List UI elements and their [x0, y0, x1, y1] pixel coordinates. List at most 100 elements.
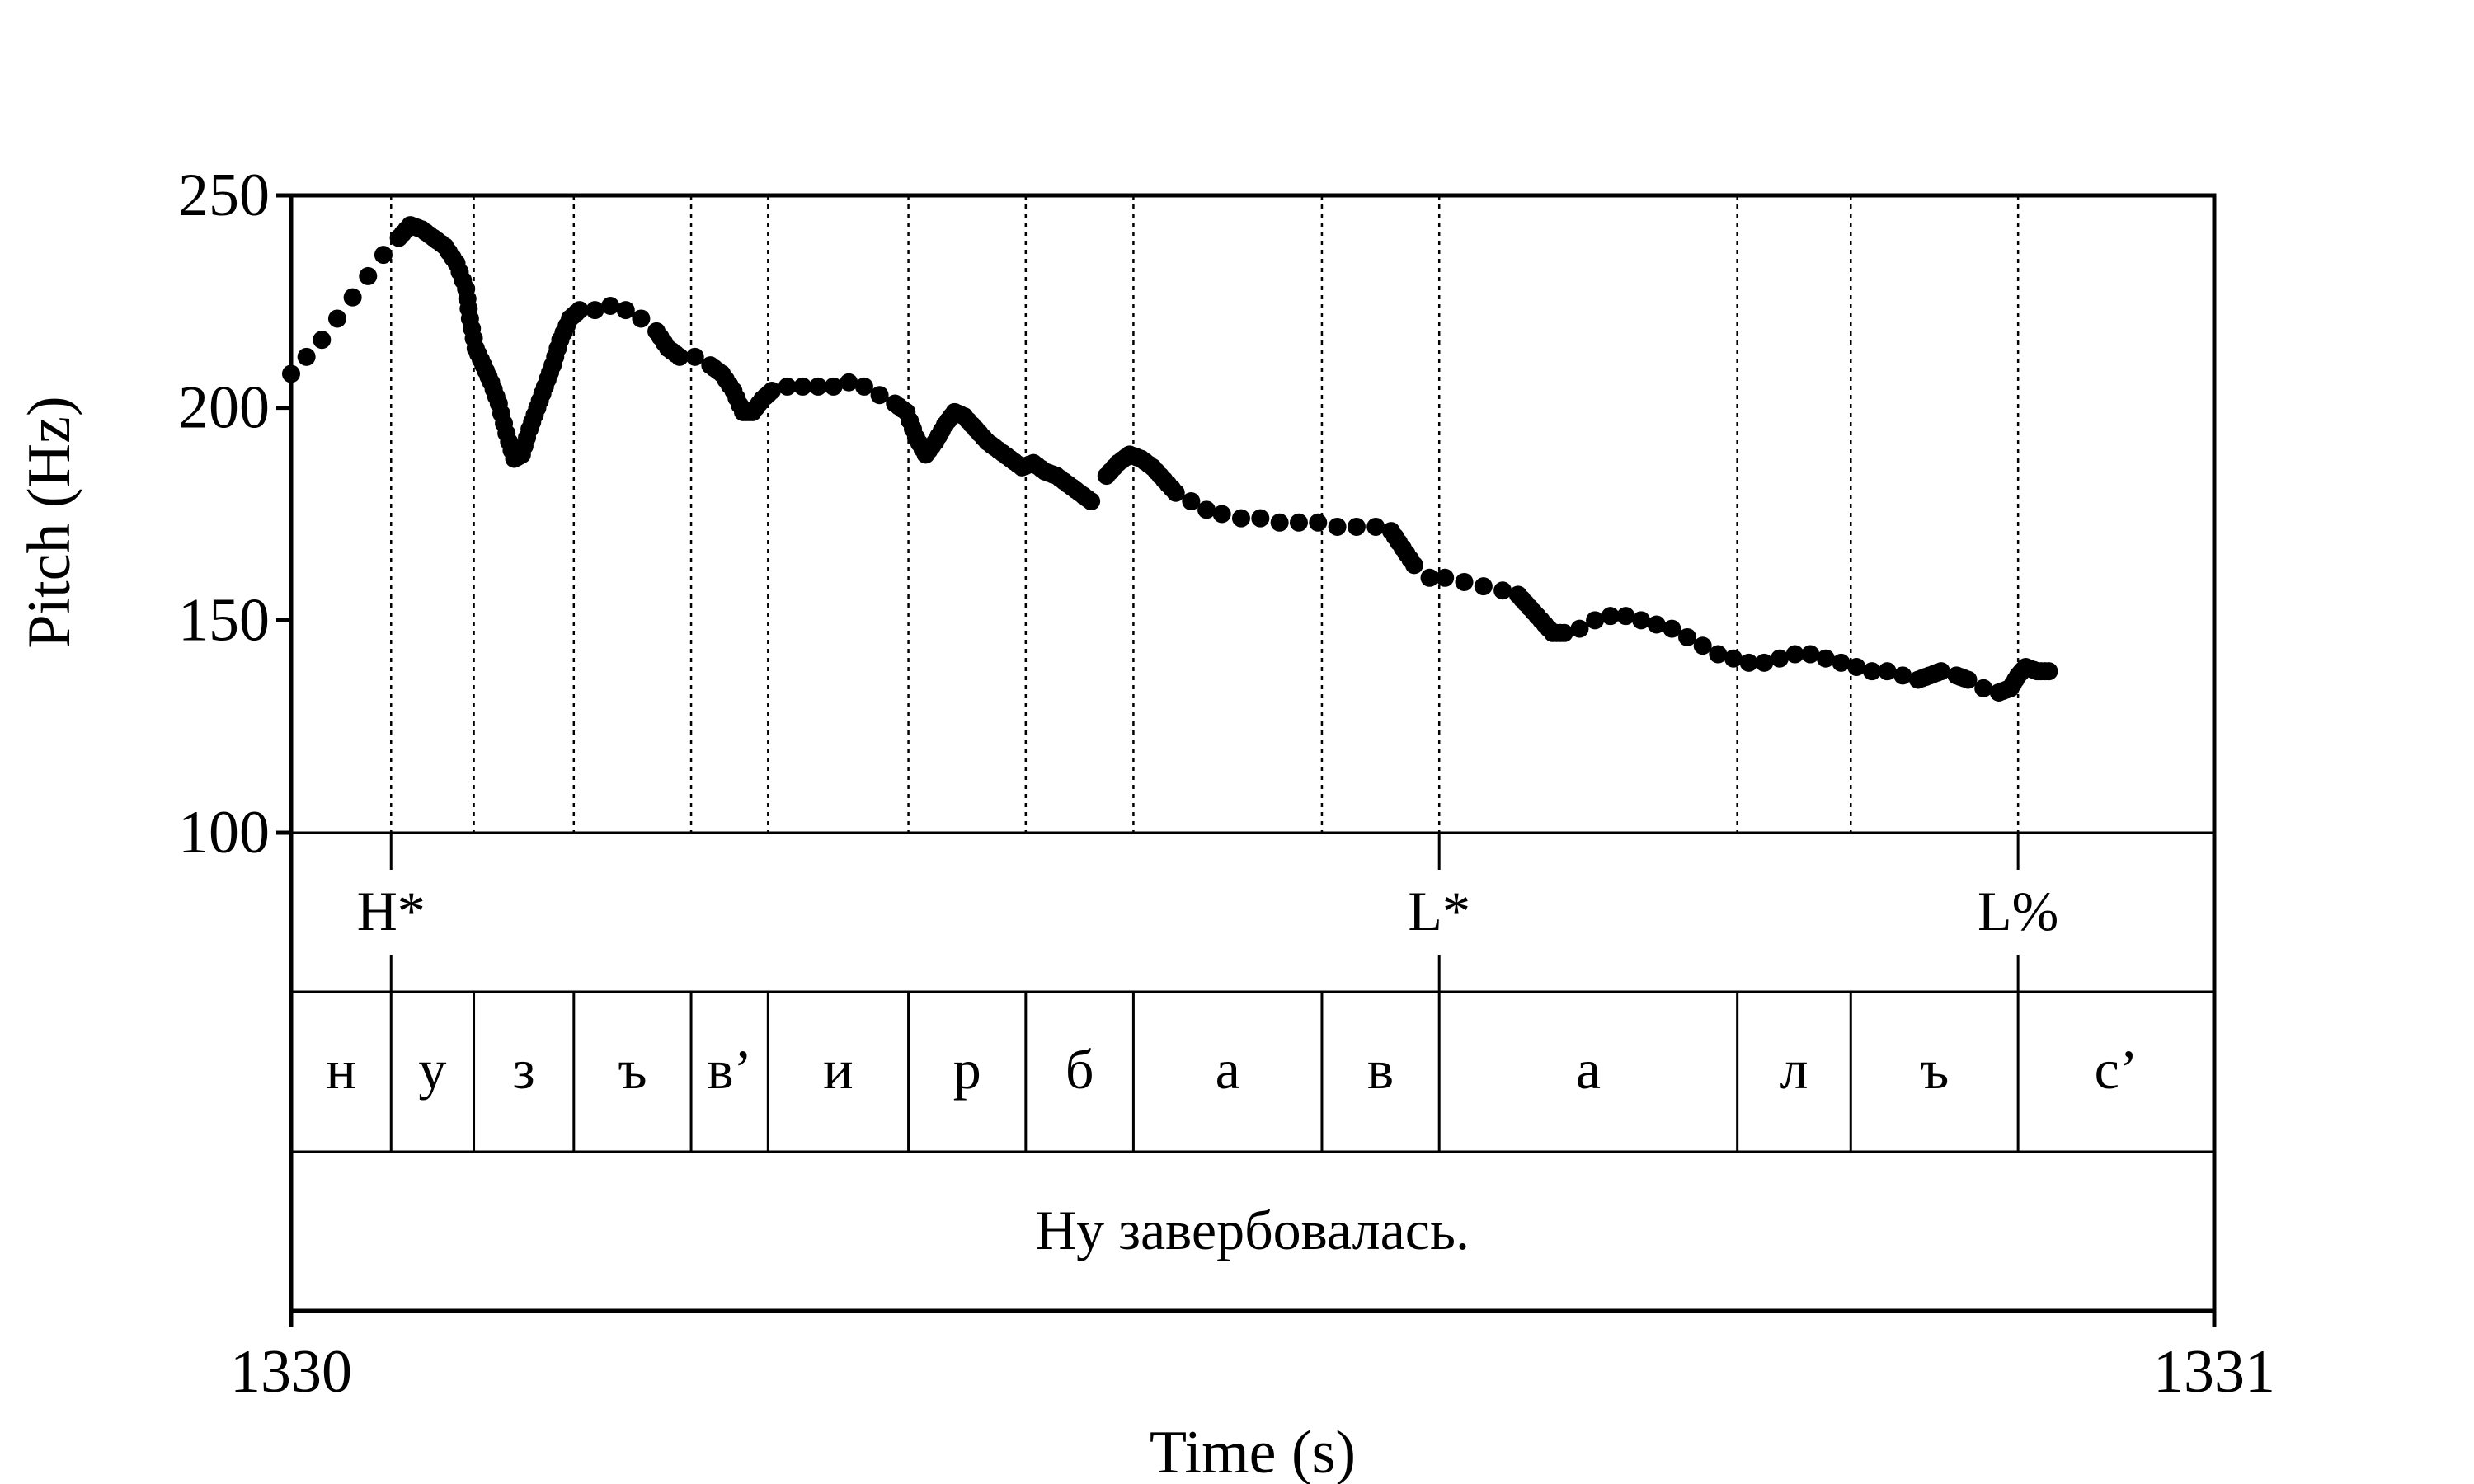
plot-frame	[289, 193, 2217, 1313]
pitch-point	[1404, 556, 1423, 575]
pitch-point	[778, 377, 797, 396]
pitch-point	[343, 288, 362, 307]
segment-label: в	[1367, 1038, 1394, 1101]
y-axis-title: Pitch (Hz)	[16, 396, 83, 648]
pitch-point	[616, 301, 635, 320]
pitch-point	[1862, 662, 1881, 681]
tone-label: H*	[357, 880, 426, 942]
pitch-point	[685, 347, 704, 366]
pitch-point	[1366, 517, 1385, 536]
tone-tier: H* L* L%	[357, 833, 2058, 992]
segment-label: л	[1780, 1038, 1808, 1101]
pitch-point	[1436, 568, 1455, 587]
axes: 100 150 200 250 1330 1331 Time (s) Pitch (Hz)	[16, 162, 2275, 1484]
pitch-point	[313, 331, 332, 350]
pitch-point	[808, 377, 827, 396]
pitch-point	[870, 386, 889, 405]
segment-label: р	[953, 1038, 981, 1101]
pitch-point	[1347, 517, 1366, 536]
pitch-point	[1770, 649, 1789, 668]
pitch-point	[586, 301, 604, 320]
pitch-point	[763, 382, 781, 401]
segment-label: в’	[707, 1038, 752, 1101]
pitch-point	[359, 266, 378, 285]
pitch-point	[1878, 662, 1897, 681]
pitch-point	[1554, 623, 1573, 642]
x-tick-label: 1331	[2153, 1338, 2275, 1406]
x-axis-title: Time (s)	[1150, 1419, 1356, 1484]
pitch-point	[601, 296, 620, 315]
pitch-point	[1632, 611, 1651, 630]
pitch-point	[824, 377, 843, 396]
pitch-point	[1212, 505, 1231, 524]
segment-label: у	[418, 1038, 446, 1101]
pitch-point	[1182, 492, 1201, 511]
pitch-point	[374, 246, 393, 265]
pitch-point	[1847, 658, 1866, 677]
pitch-point	[1309, 513, 1328, 532]
pitch-point	[1959, 670, 1978, 689]
tone-label: L*	[1408, 880, 1470, 942]
segment-label: а	[1216, 1038, 1240, 1101]
pitch-point	[1647, 615, 1666, 634]
y-tick-label: 200	[178, 374, 270, 442]
pitch-contour	[282, 216, 2058, 702]
segment-label: и	[823, 1038, 853, 1101]
pitch-point	[1166, 483, 1185, 502]
y-tick-label: 100	[178, 799, 270, 866]
segment-label: б	[1065, 1038, 1094, 1101]
segment-label: ъ	[618, 1038, 647, 1101]
tone-label: L%	[1978, 880, 2058, 942]
x-tick-label: 1330	[230, 1338, 352, 1406]
pitch-point	[854, 377, 873, 396]
pitch-point	[1816, 649, 1835, 668]
segment-label: з	[513, 1038, 535, 1101]
pitch-point	[1197, 500, 1216, 519]
pitch-point	[570, 301, 589, 320]
y-tick-label: 250	[178, 162, 270, 229]
pitch-point	[793, 377, 812, 396]
segment-label: н	[326, 1038, 355, 1101]
pitch-point	[1493, 581, 1512, 600]
pitch-point	[1739, 653, 1758, 672]
pitch-point	[1755, 653, 1774, 672]
pitch-point	[1693, 636, 1712, 655]
pitch-point	[1893, 666, 1912, 685]
pitch-point	[670, 347, 689, 366]
segment-label: ъ	[1920, 1038, 1949, 1101]
pitch-point	[1289, 513, 1308, 532]
pitch-point	[1586, 611, 1605, 630]
pitch-point	[1455, 572, 1474, 591]
segment-label: с’	[2095, 1038, 2138, 1101]
pitch-point	[1663, 619, 1681, 638]
phrase-label: Ну завербовалась.	[1036, 1199, 1470, 1261]
pitch-point	[1251, 509, 1270, 528]
pitch-point	[1328, 517, 1347, 536]
pitch-point	[1931, 662, 1950, 681]
pitch-point	[1974, 679, 1993, 697]
pitch-point	[1270, 513, 1289, 532]
pitch-point	[327, 309, 346, 328]
pitch-point	[1232, 509, 1251, 528]
pitch-point	[1616, 607, 1635, 626]
phrase-tier: Ну завербовалась.	[1036, 1199, 1470, 1261]
y-tick-label: 150	[178, 586, 270, 654]
pitch-point	[840, 373, 858, 392]
boundary-gridlines	[390, 195, 2020, 833]
pitch-point	[297, 347, 316, 366]
pitch-point	[1570, 619, 1589, 638]
pitch-point	[1678, 627, 1697, 646]
pitch-point	[1601, 607, 1620, 626]
pitch-point	[1474, 577, 1493, 596]
pitch-point	[2039, 662, 2058, 681]
segment-label: а	[1576, 1038, 1601, 1101]
pitch-point	[1724, 649, 1743, 668]
pitch-point	[1420, 568, 1439, 587]
pitch-point	[1832, 653, 1851, 672]
segment-tier: н у з ъ в’ и р б а в а л ъ с’	[326, 992, 2138, 1152]
pitch-point	[1709, 645, 1728, 664]
pitch-point	[632, 309, 651, 328]
frame-border	[289, 193, 2217, 1313]
pitch-point	[1801, 645, 1820, 664]
